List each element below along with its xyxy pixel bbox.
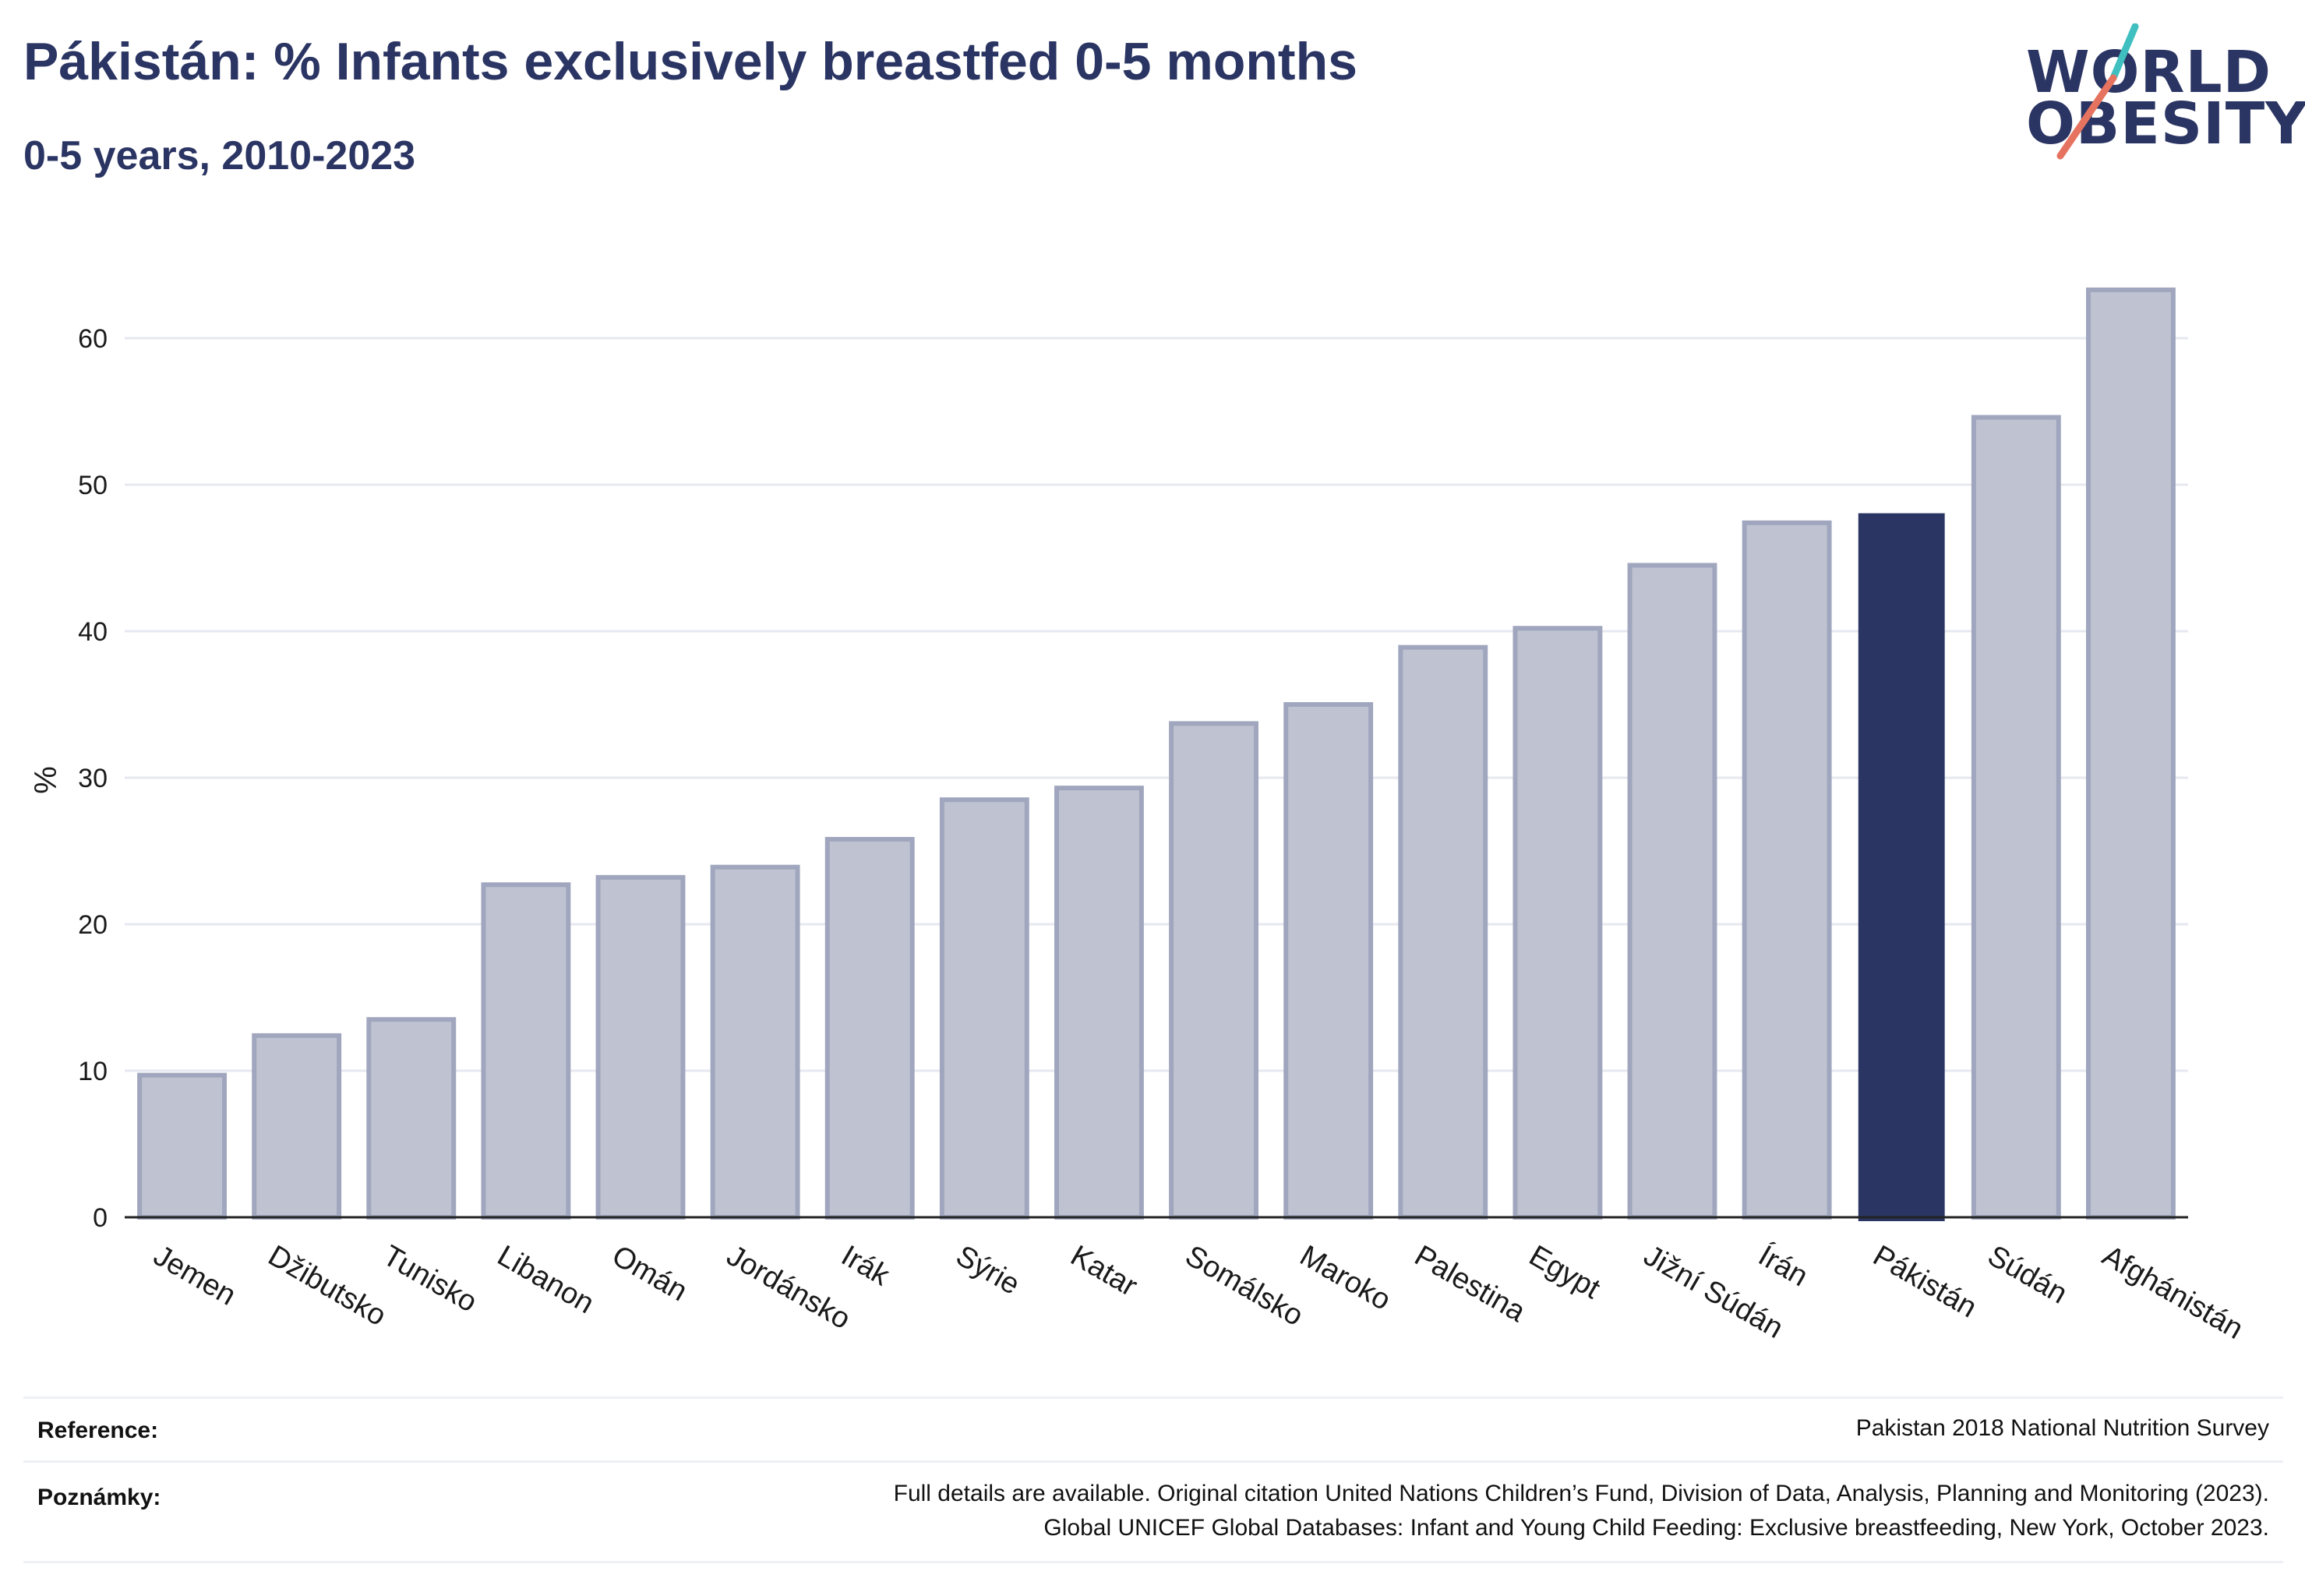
x-tick-label: Egypt xyxy=(1523,1239,1606,1305)
x-tick-label: Írán xyxy=(1753,1238,1813,1293)
x-tick-label: Somálsko xyxy=(1180,1239,1308,1333)
notes-text: Full details are available. Original cit… xyxy=(894,1477,2269,1545)
reference-text: Pakistan 2018 National Nutrition Survey xyxy=(1855,1415,2269,1441)
bar-Somálsko xyxy=(1169,721,1258,1220)
bar-Džibutsko xyxy=(252,1033,342,1220)
y-axis-title: % xyxy=(29,766,63,794)
bars xyxy=(137,287,2176,1221)
y-tick-label: 0 xyxy=(93,1203,108,1233)
bar-Palestina xyxy=(1398,644,1488,1220)
chart-title: Pákistán: % Infants exclusively breastfe… xyxy=(23,32,1357,91)
y-tick-label: 10 xyxy=(78,1057,108,1086)
x-tick-label: Irák xyxy=(836,1239,896,1293)
bar-Írán xyxy=(1742,520,1832,1220)
bar-Pákistán xyxy=(1858,513,1945,1221)
x-tick-label: Tunisko xyxy=(377,1239,482,1319)
x-tick-label: Sýrie xyxy=(951,1239,1025,1301)
y-tick-label: 40 xyxy=(78,617,108,647)
bar-Jižní Súdán xyxy=(1627,563,1717,1220)
bar-Omán xyxy=(595,874,686,1220)
notes-line-1: Full details are available. Original cit… xyxy=(893,1481,2269,1506)
chart-subtitle: 0-5 years, 2010-2023 xyxy=(23,133,416,178)
logo-text-world: WORLD xyxy=(2026,39,2272,106)
footer-reference-row: Reference: Pakistan 2018 National Nutrit… xyxy=(23,1396,2283,1463)
x-tick-label: Afghánistán xyxy=(2097,1239,2249,1346)
logo-slash-icon xyxy=(2056,23,2139,160)
logo-slash-top xyxy=(2109,23,2139,82)
notes-label: Poznámky: xyxy=(37,1485,161,1510)
y-axis-ticks: 0 10 20 30 40 50 60 xyxy=(78,324,108,1233)
gridlines xyxy=(125,337,2188,1072)
x-tick-label: Jemen xyxy=(148,1239,242,1312)
bar-Egypt xyxy=(1513,626,1603,1220)
x-tick-label: Palestina xyxy=(1409,1239,1531,1329)
x-tick-label: Maroko xyxy=(1294,1239,1396,1317)
bar-Maroko xyxy=(1283,702,1374,1220)
bar-Súdán xyxy=(1971,415,2061,1220)
world-obesity-logo: WORLD OBESITY xyxy=(2026,23,2305,164)
x-tick-label: Libanon xyxy=(492,1239,599,1320)
footer-notes-row: Poznámky: Full details are available. Or… xyxy=(23,1460,2283,1563)
reference-label: Reference: xyxy=(37,1418,159,1443)
bar-Libanon xyxy=(481,882,571,1220)
x-tick-label: Katar xyxy=(1065,1239,1143,1303)
y-tick-label: 20 xyxy=(78,910,108,940)
bar-Sýrie xyxy=(939,797,1029,1220)
bar-Jordánsko xyxy=(710,864,800,1220)
bar-Afghánistán xyxy=(2086,287,2176,1220)
y-tick-label: 50 xyxy=(78,471,108,500)
notes-line-2: Global UNICEF Global Databases: Infant a… xyxy=(1043,1515,2269,1541)
bar-Katar xyxy=(1054,786,1144,1220)
x-tick-label: Súdán xyxy=(1982,1239,2073,1310)
bar-Irák xyxy=(824,836,915,1220)
x-tick-label: Džibutsko xyxy=(263,1239,391,1333)
x-tick-label: Jordánsko xyxy=(721,1239,856,1336)
x-tick-label: Pákistán xyxy=(1868,1239,1982,1324)
y-tick-label: 60 xyxy=(78,324,108,354)
bar-Tunisko xyxy=(366,1017,457,1220)
logo-slash-bottom xyxy=(2056,74,2117,160)
x-tick-label: Omán xyxy=(606,1239,693,1308)
y-tick-label: 30 xyxy=(78,764,108,793)
logo-text-obesity: OBESITY xyxy=(2026,90,2305,157)
bar-Jemen xyxy=(137,1072,227,1220)
